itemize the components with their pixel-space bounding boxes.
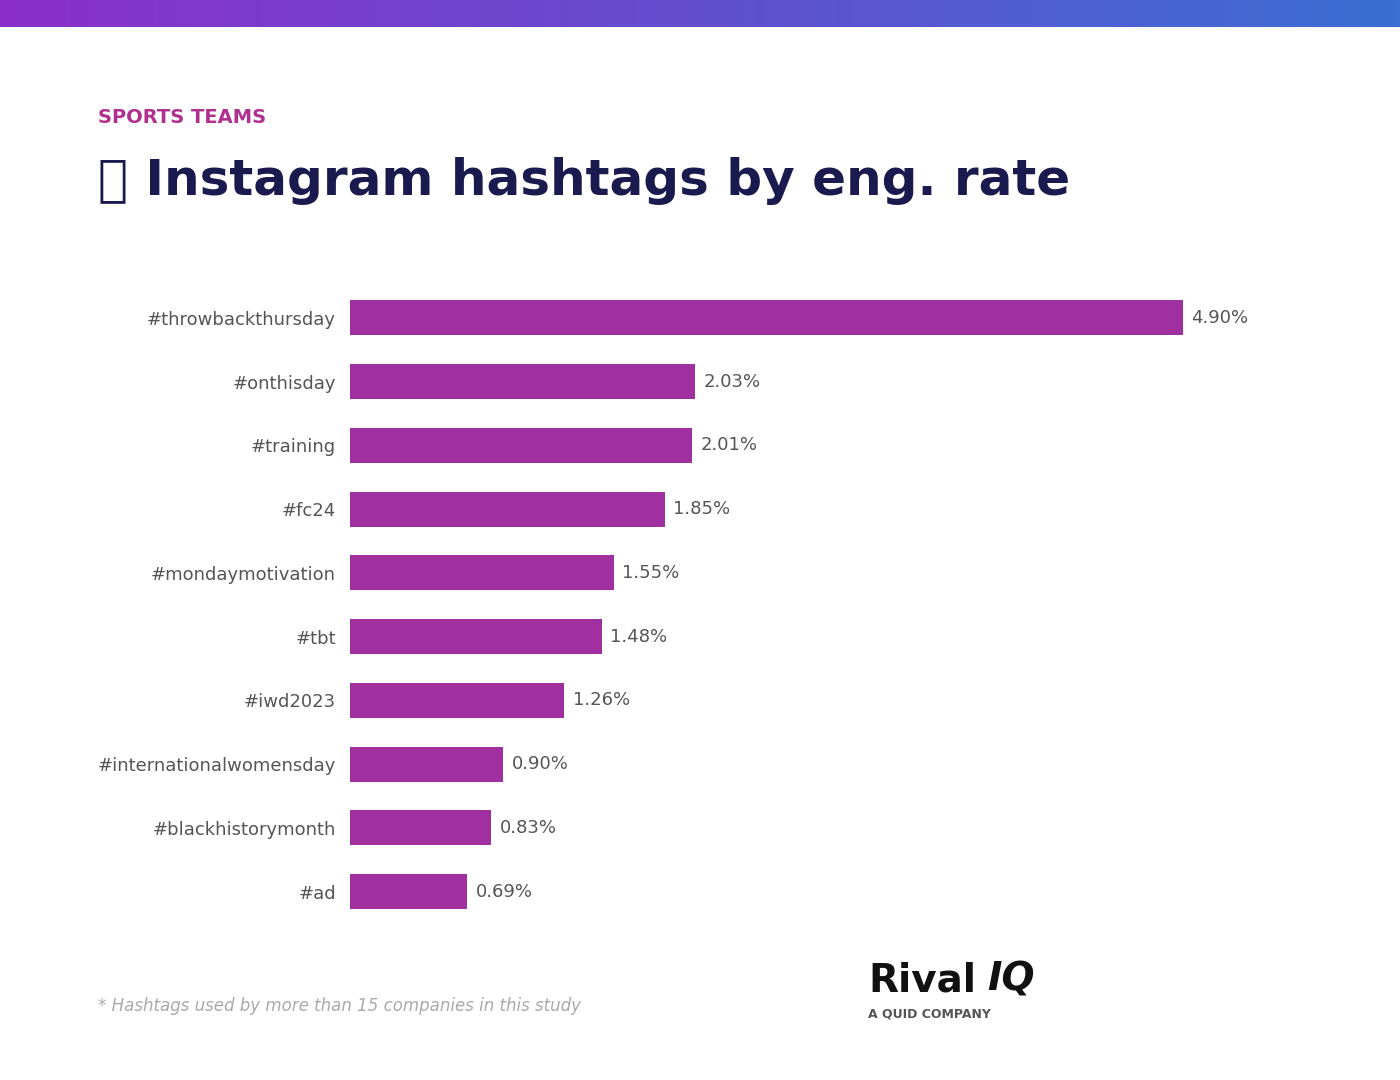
Text: IQ: IQ	[987, 961, 1035, 999]
Bar	[350, 683, 564, 718]
Bar	[350, 555, 613, 591]
Text: ⓘ Instagram hashtags by eng. rate: ⓘ Instagram hashtags by eng. rate	[98, 157, 1070, 204]
Bar	[350, 810, 491, 846]
Bar	[350, 874, 468, 909]
Text: 1.55%: 1.55%	[622, 564, 679, 582]
Text: 0.69%: 0.69%	[476, 882, 533, 901]
Text: 4.90%: 4.90%	[1191, 309, 1249, 327]
Text: 2.01%: 2.01%	[700, 436, 757, 455]
Text: 1.26%: 1.26%	[573, 691, 630, 710]
Text: 2.03%: 2.03%	[704, 373, 760, 391]
Text: SPORTS TEAMS: SPORTS TEAMS	[98, 108, 266, 127]
Text: Rival: Rival	[868, 961, 976, 999]
Text: 1.85%: 1.85%	[673, 500, 731, 518]
Bar	[350, 491, 665, 527]
Bar	[350, 428, 692, 463]
Bar	[350, 364, 694, 400]
Text: 0.90%: 0.90%	[511, 755, 568, 773]
Text: * Hashtags used by more than 15 companies in this study: * Hashtags used by more than 15 companie…	[98, 997, 581, 1015]
Bar	[350, 300, 1183, 336]
Text: A QUID COMPANY: A QUID COMPANY	[868, 1008, 991, 1021]
Bar	[350, 619, 602, 654]
Text: 0.83%: 0.83%	[500, 819, 557, 837]
Text: 1.48%: 1.48%	[610, 627, 668, 646]
Bar	[350, 746, 503, 782]
